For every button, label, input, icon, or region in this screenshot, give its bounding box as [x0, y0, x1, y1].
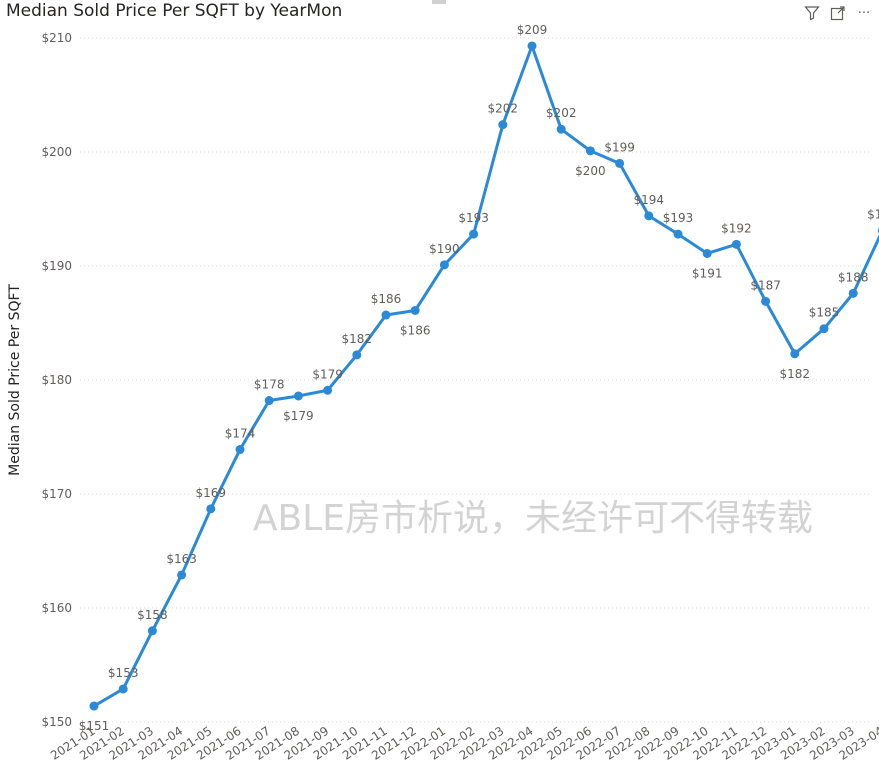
data-label: $163 [166, 552, 197, 566]
data-point [790, 349, 800, 359]
y-tick-label: $180 [41, 373, 72, 387]
y-tick-label: $200 [41, 145, 72, 159]
data-point [89, 701, 99, 711]
data-label: $186 [400, 323, 431, 337]
y-axis-title: Median Sold Price Per SQFT [7, 284, 23, 476]
data-label: $193 [458, 211, 489, 225]
data-point [147, 626, 157, 636]
focus-mode-icon[interactable] [829, 4, 847, 22]
data-point [352, 350, 362, 360]
data-point [731, 239, 741, 249]
data-point [264, 396, 274, 406]
drag-handle-icon[interactable] [432, 0, 446, 4]
data-point [439, 260, 449, 270]
data-label: $192 [721, 221, 752, 235]
data-point [761, 296, 771, 306]
data-label: $188 [838, 270, 869, 284]
data-label: $202 [546, 106, 577, 120]
y-tick-label: $210 [41, 31, 72, 45]
data-label: $153 [108, 666, 139, 680]
data-label: $194 [634, 193, 665, 207]
data-label: $190 [429, 242, 460, 256]
more-options-icon[interactable]: ··· [857, 5, 871, 21]
data-label: $151 [79, 719, 110, 733]
data-point [381, 310, 391, 320]
data-point [469, 229, 479, 239]
data-point [673, 229, 683, 239]
data-label: $187 [750, 278, 781, 292]
data-label: $182 [342, 332, 373, 346]
series-line [92, 44, 879, 708]
data-label: $193 [663, 211, 694, 225]
data-point [498, 120, 508, 130]
data-label: $182 [780, 367, 811, 381]
data-point [235, 445, 245, 455]
watermark-text: ABLE房市析说，未经许可不得转载 [253, 498, 813, 539]
data-label: $186 [371, 292, 402, 306]
y-tick-label: $170 [41, 487, 72, 501]
data-point [177, 570, 187, 580]
data-point [585, 146, 595, 156]
data-point [293, 391, 303, 401]
data-label: $209 [517, 23, 548, 37]
data-point [323, 385, 333, 395]
data-label: $193 [867, 208, 879, 222]
data-point [527, 41, 537, 51]
y-tick-label: $150 [41, 715, 72, 729]
data-label: $169 [196, 486, 227, 500]
data-label: $179 [312, 367, 343, 381]
y-tick-label: $160 [41, 601, 72, 615]
data-point [118, 684, 128, 694]
data-point [819, 324, 829, 334]
data-point [556, 124, 566, 134]
data-label: $185 [809, 306, 840, 320]
data-label: $199 [604, 140, 635, 154]
chart-title: Median Sold Price Per SQFT by YearMon [6, 1, 343, 21]
data-label: $179 [283, 409, 314, 423]
data-label: $202 [488, 102, 519, 116]
data-label: $191 [692, 266, 723, 280]
data-label: $178 [254, 378, 285, 392]
data-point [410, 305, 420, 315]
data-label: $174 [225, 427, 256, 441]
y-tick-label: $190 [41, 259, 72, 273]
data-point [206, 504, 216, 514]
visual-header-icons: ··· [803, 4, 873, 22]
data-point [644, 211, 654, 221]
data-point [615, 158, 625, 168]
data-label: $200 [575, 164, 606, 178]
data-label: $158 [137, 608, 168, 622]
data-point [848, 288, 858, 298]
data-point [702, 248, 712, 258]
filter-icon[interactable] [803, 4, 821, 22]
